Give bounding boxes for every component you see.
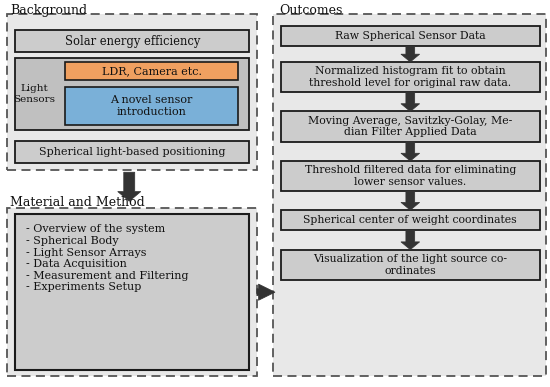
Text: Moving Average, Savitzky-Golay, Me-
dian Filter Applied Data: Moving Average, Savitzky-Golay, Me- dian… bbox=[308, 116, 513, 137]
Bar bbox=[280, 62, 540, 92]
Polygon shape bbox=[401, 142, 420, 161]
Text: LDR, Camera etc.: LDR, Camera etc. bbox=[102, 66, 201, 76]
Text: Spherical center of weight coordinates: Spherical center of weight coordinates bbox=[304, 215, 517, 225]
Bar bbox=[280, 250, 540, 280]
Bar bbox=[15, 30, 249, 52]
Text: Normalized histogram fit to obtain
threshold level for original raw data.: Normalized histogram fit to obtain thres… bbox=[309, 66, 512, 88]
Bar bbox=[7, 208, 257, 376]
Bar bbox=[280, 26, 540, 46]
Bar bbox=[280, 111, 540, 142]
Polygon shape bbox=[401, 230, 420, 250]
Bar bbox=[15, 141, 249, 163]
Bar bbox=[65, 87, 238, 125]
Text: - Overview of the system
- Spherical Body
- Light Sensor Arrays
- Data Acquisiti: - Overview of the system - Spherical Bod… bbox=[26, 224, 189, 293]
Text: Threshold filtered data for eliminating
lower sensor values.: Threshold filtered data for eliminating … bbox=[305, 165, 516, 187]
Polygon shape bbox=[118, 172, 141, 201]
Bar bbox=[65, 62, 238, 80]
Text: Light
Sensors: Light Sensors bbox=[13, 84, 55, 104]
Polygon shape bbox=[401, 46, 420, 62]
Polygon shape bbox=[257, 284, 275, 300]
Text: A novel sensor
introduction: A novel sensor introduction bbox=[111, 95, 192, 117]
Bar bbox=[7, 14, 257, 170]
Text: Visualization of the light source co-
ordinates: Visualization of the light source co- or… bbox=[314, 254, 507, 276]
Text: Outcomes: Outcomes bbox=[279, 4, 343, 17]
Bar bbox=[280, 161, 540, 191]
Bar bbox=[15, 214, 249, 370]
Text: Background: Background bbox=[10, 4, 87, 17]
Bar bbox=[273, 14, 546, 376]
Text: Spherical light-based positioning: Spherical light-based positioning bbox=[39, 147, 226, 157]
Bar bbox=[280, 210, 540, 230]
Polygon shape bbox=[401, 191, 420, 210]
Text: Material and Method: Material and Method bbox=[10, 195, 145, 209]
Polygon shape bbox=[401, 92, 420, 111]
Text: Raw Spherical Sensor Data: Raw Spherical Sensor Data bbox=[335, 31, 486, 41]
Text: Solar energy efficiency: Solar energy efficiency bbox=[64, 34, 200, 48]
Bar bbox=[15, 58, 249, 130]
